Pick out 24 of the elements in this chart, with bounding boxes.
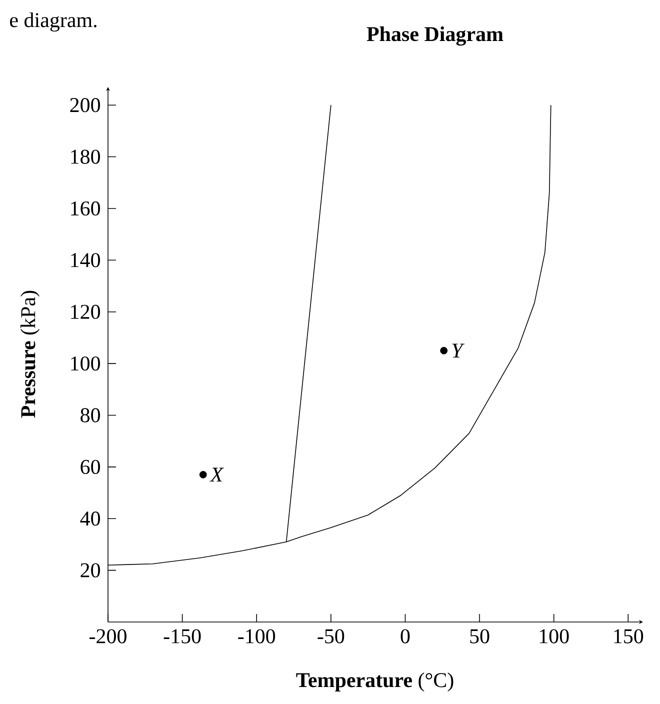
x-tick-label: -200 <box>90 629 126 644</box>
x-tick-label: -150 <box>164 629 201 644</box>
x-tick-label: 100 <box>540 629 569 644</box>
y-tick-label: 40 <box>80 512 100 526</box>
x-tick-label: 0 <box>400 629 410 644</box>
y-tick-label: 120 <box>71 304 100 319</box>
annotation: Y <box>452 344 465 358</box>
chart-title: Phase Diagram <box>366 26 504 46</box>
y-tick-label: 200 <box>70 98 100 112</box>
x-tick-label: -100 <box>238 629 276 644</box>
y-tick-label: 140 <box>71 253 100 268</box>
x-tick-label: 50 <box>470 629 490 644</box>
y-tick-label: 20 <box>80 563 100 578</box>
y-tick-label: 180 <box>71 150 100 164</box>
y-tick-label: 80 <box>80 408 100 422</box>
x-tick-label: 150 <box>614 629 644 644</box>
y-tick-label: 60 <box>80 460 100 474</box>
y-axis-title: Pressure (kPa) <box>20 290 40 418</box>
y-tick-label: 160 <box>71 201 100 216</box>
annotation: X <box>210 468 224 482</box>
x-axis-title: Temperature (°C) <box>296 672 454 692</box>
y-tick-label: 100 <box>71 356 100 371</box>
x-tick-label: -50 <box>318 629 344 644</box>
text: e diagram. <box>10 12 96 32</box>
